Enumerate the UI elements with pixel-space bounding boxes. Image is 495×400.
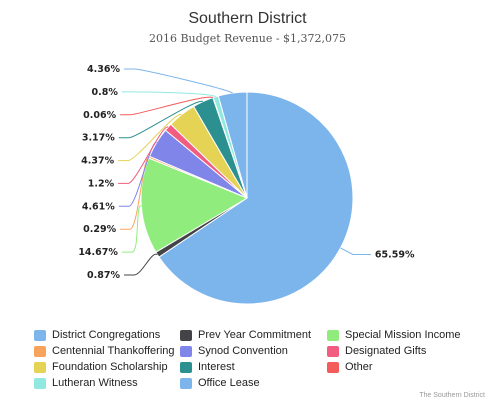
legend-item-synod-convention[interactable]: Synod Convention (180, 345, 288, 357)
legend-swatch (327, 329, 339, 341)
data-label-interest: 3.17% (82, 133, 115, 144)
legend-label: Office Lease (198, 377, 260, 389)
legend-swatch (34, 377, 46, 389)
chart-legend: District Congregations Prev Year Commitme… (34, 327, 494, 391)
pie-slice-district-congregations[interactable] (158, 91, 354, 305)
legend-swatch (34, 329, 46, 341)
legend-label: Special Mission Income (345, 329, 461, 341)
legend-label: Other (345, 361, 373, 373)
connector-centennial-thankoffering (120, 156, 150, 230)
legend-item-lutheran-witness[interactable]: Lutheran Witness (34, 377, 138, 389)
legend-item-office-lease[interactable]: Office Lease (180, 377, 260, 389)
chart-credits[interactable]: The Southern District (419, 392, 485, 399)
legend-item-special-mission-income[interactable]: Special Mission Income (327, 329, 461, 341)
connector-special-mission-income (121, 205, 142, 253)
connector-foundation-scholarship (118, 114, 183, 162)
legend-swatch (180, 345, 192, 357)
connector-other (120, 96, 214, 116)
legend-label: Interest (198, 361, 235, 373)
legend-label: Synod Convention (198, 345, 288, 357)
legend-label: Prev Year Commitment (198, 329, 312, 341)
legend-row: District Congregations Prev Year Commitme… (34, 327, 494, 343)
legend-swatch (34, 361, 46, 373)
connector-lutheran-witness (121, 91, 217, 98)
legend-label: District Congregations (52, 329, 161, 341)
data-label-other: 0.06% (83, 110, 116, 121)
legend-label: Centennial Thankoffering (52, 345, 175, 357)
label-connectors (118, 68, 371, 276)
connector-prev-year-commitment (124, 253, 158, 276)
data-label-district-congregations: 65.59% (375, 250, 415, 261)
legend-swatch (327, 361, 339, 373)
data-label-prev-year-commitment: 0.87% (87, 270, 120, 281)
data-label-designated-gifts: 1.2% (88, 178, 115, 189)
pie-slice-office-lease[interactable] (217, 91, 248, 199)
legend-item-designated-gifts[interactable]: Designated Gifts (327, 345, 426, 357)
legend-item-prev-year-commitment[interactable]: Prev Year Commitment (180, 329, 311, 341)
data-label-lutheran-witness: 0.8% (92, 87, 119, 98)
legend-item-district-congregations[interactable]: District Congregations (34, 329, 160, 341)
legend-label: Lutheran Witness (52, 377, 138, 389)
legend-swatch (180, 329, 192, 341)
connector-district-congregations (340, 247, 371, 255)
legend-label: Foundation Scholarship (52, 361, 168, 373)
legend-label: Designated Gifts (345, 345, 427, 357)
legend-item-interest[interactable]: Interest (180, 361, 235, 373)
connector-office-lease (124, 68, 233, 94)
legend-item-foundation-scholarship[interactable]: Foundation Scholarship (34, 361, 168, 373)
legend-swatch (180, 377, 192, 389)
connector-designated-gifts (118, 126, 169, 184)
legend-swatch (180, 361, 192, 373)
data-labels: 65.59% 0.87% 14.67% 0.29% 4.61% 1.2% 4.37% 3.17… (78, 64, 415, 281)
data-label-centennial-thankoffering: 0.29% (83, 224, 116, 235)
data-label-synod-convention: 4.61% (82, 201, 115, 212)
data-label-special-mission-income: 14.67% (78, 247, 118, 258)
legend-row: Centennial Thankoffering Synod Convention… (34, 343, 494, 359)
chart-title: Southern District (188, 10, 307, 27)
legend-swatch (34, 345, 46, 357)
legend-swatch (327, 345, 339, 357)
legend-row: Foundation Scholarship Interest Other (34, 359, 494, 375)
chart-subtitle: 2016 Budget Revenue - $1,372,075 (148, 32, 347, 45)
data-label-office-lease: 4.36% (87, 64, 120, 75)
legend-item-other[interactable]: Other (327, 361, 373, 373)
connector-interest (118, 100, 204, 139)
data-label-foundation-scholarship: 4.37% (81, 156, 114, 167)
legend-item-centennial-thankoffering[interactable]: Centennial Thankoffering (34, 345, 175, 357)
pie-slices (140, 91, 354, 305)
legend-row: Lutheran Witness Office Lease (34, 375, 494, 391)
